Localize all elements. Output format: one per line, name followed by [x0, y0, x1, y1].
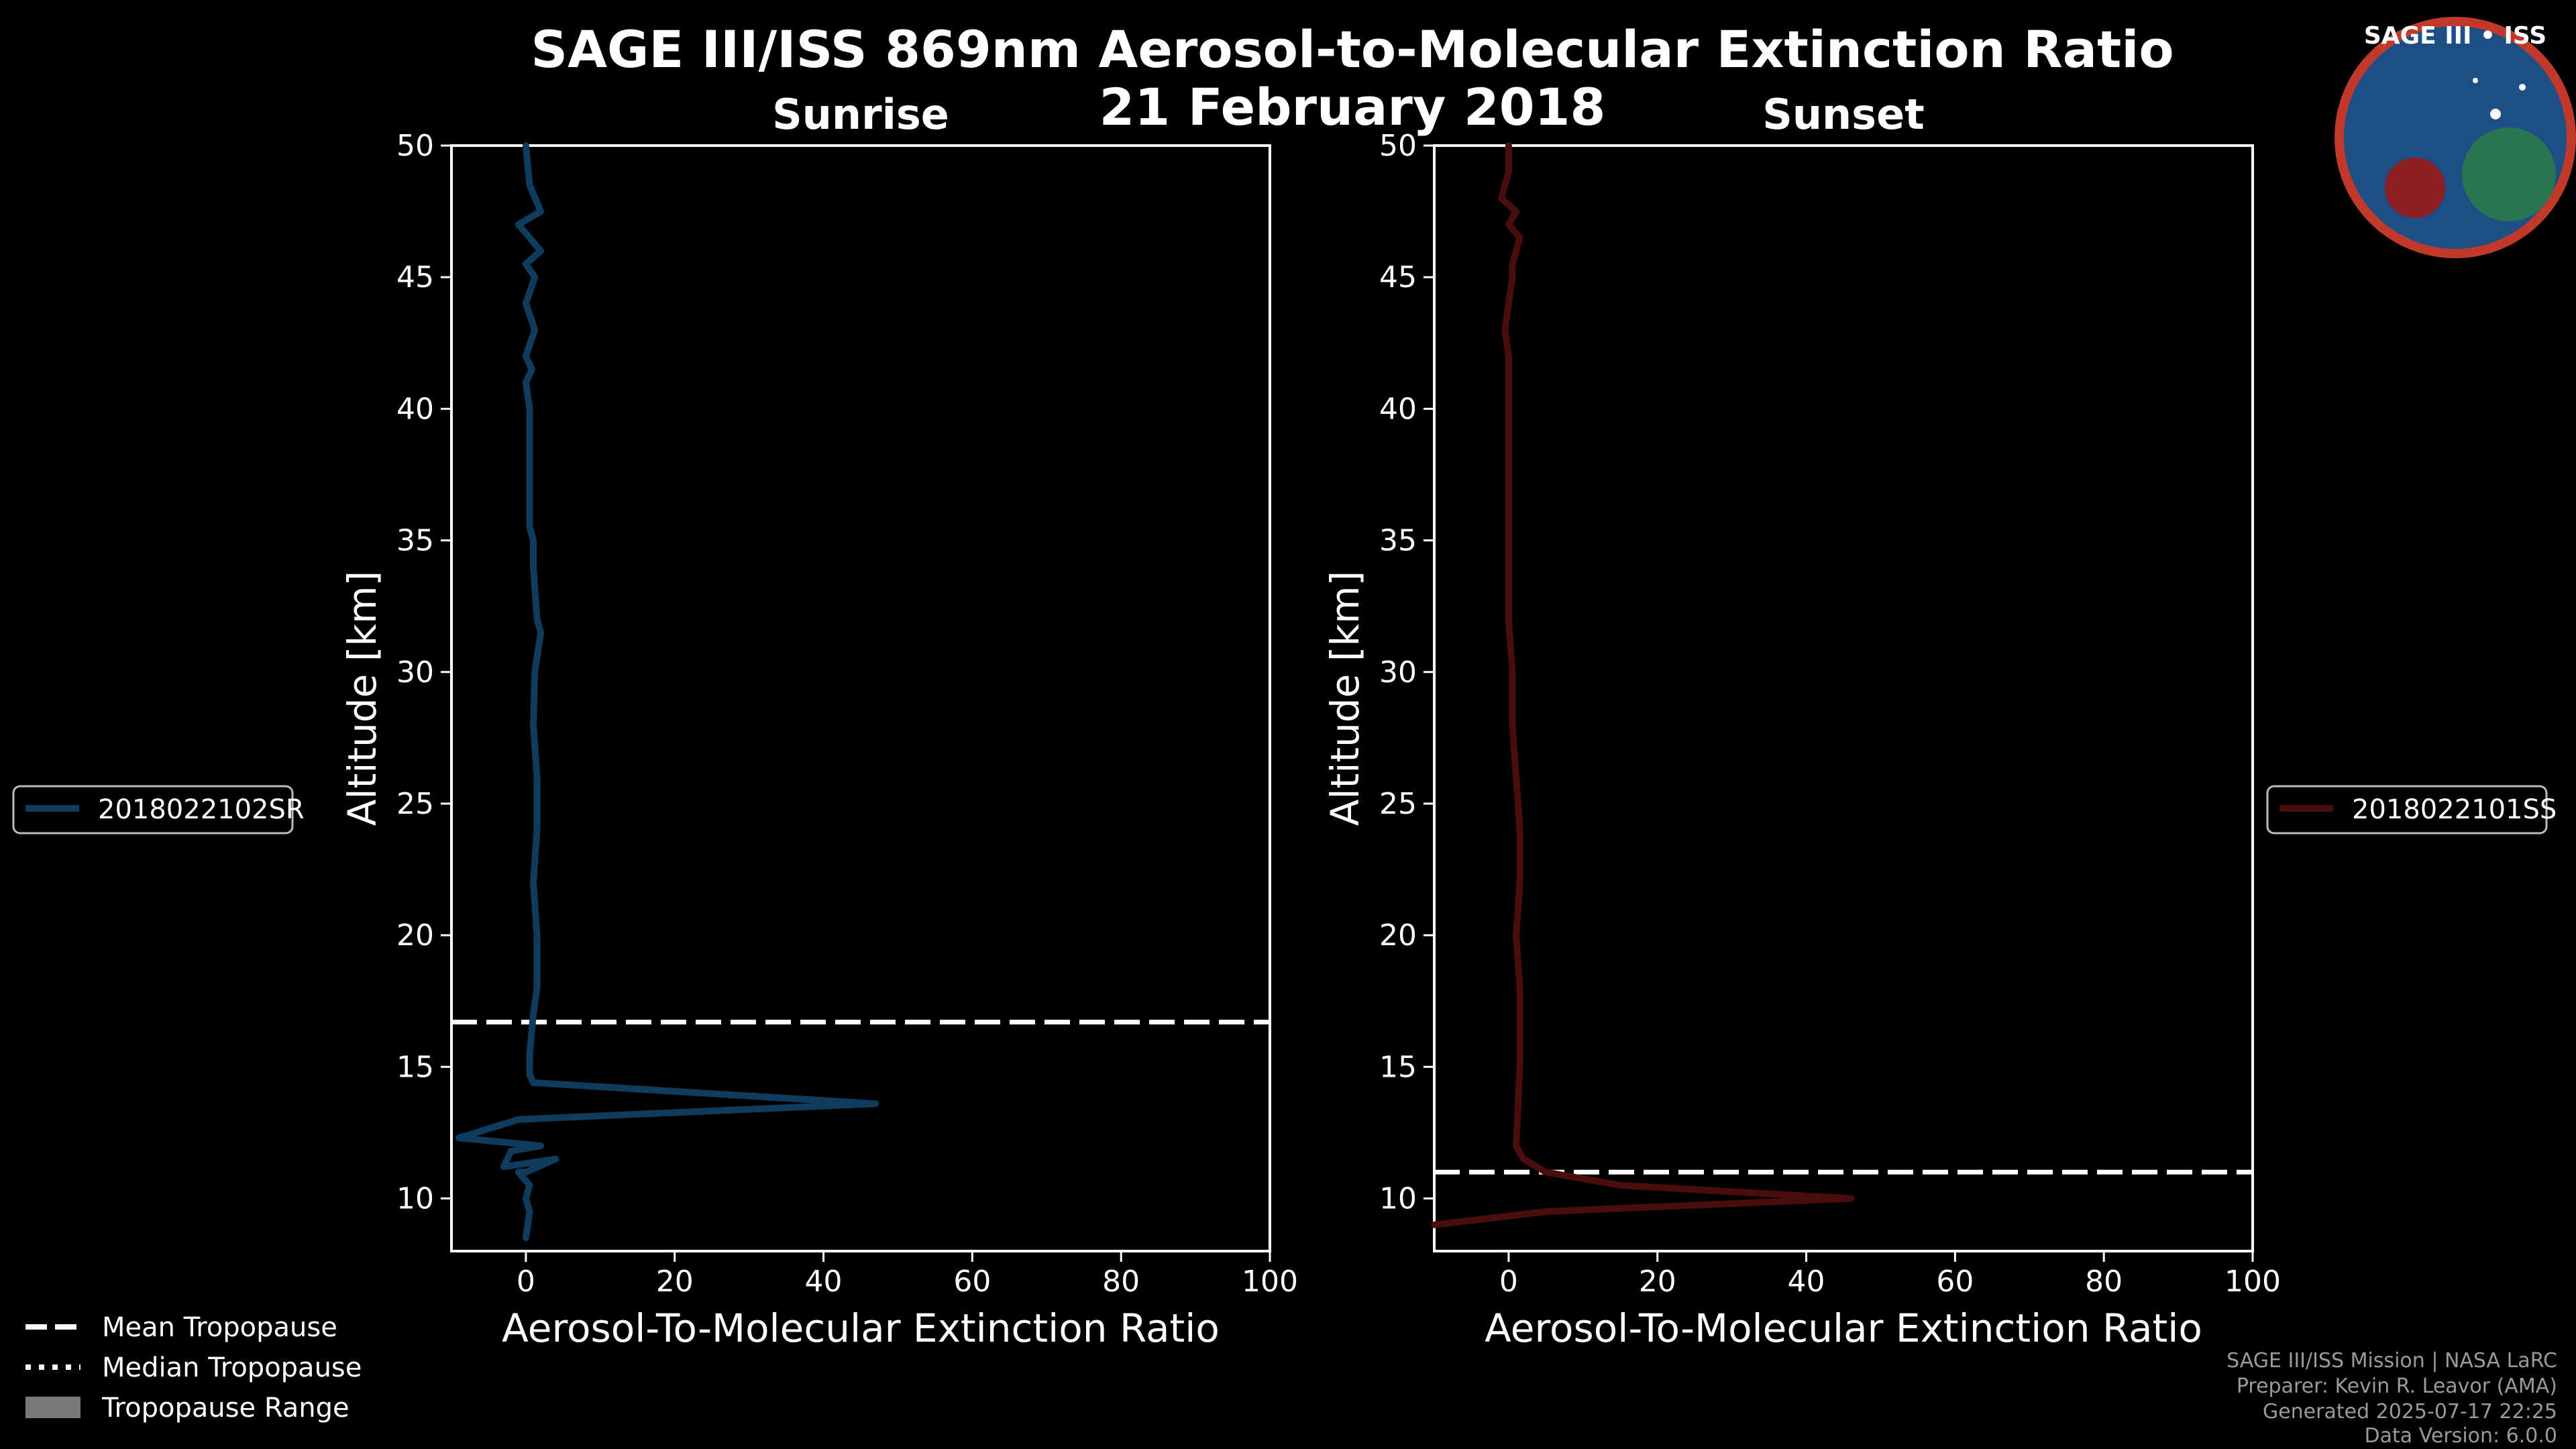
footer-preparer: Preparer: Kevin R. Leavor (AMA) [2237, 1375, 2557, 1398]
sunrise-y-tick-label: 10 [396, 1182, 434, 1216]
sage-logo: SAGE III • ISS [2334, 17, 2576, 258]
tropopause-range-swatch [25, 1397, 80, 1418]
sunset-legend: 2018022101SS [2266, 785, 2557, 835]
sunset-y-tick-label: 35 [1379, 524, 1417, 558]
sunset-y-tick-label: 40 [1379, 392, 1417, 426]
sunset-y-tick-label: 15 [1379, 1050, 1417, 1084]
sunset-x-tick-label: 0 [1499, 1265, 1518, 1299]
sunrise-x-tick-label: 20 [656, 1265, 694, 1299]
sunrise-x-ticks: 0 20 40 60 80 100 [517, 1251, 1298, 1299]
sunrise-x-tick-label: 0 [517, 1265, 535, 1299]
figure-title: SAGE III/ISS 869nm Aerosol-to-Molecular … [531, 19, 2174, 79]
sunset-x-axis-label: Aerosol-To-Molecular Extinction Ratio [1485, 1305, 2202, 1351]
footer-mission: SAGE III/ISS Mission | NASA LaRC [2226, 1349, 2557, 1373]
sunset-x-tick-label: 20 [1639, 1265, 1676, 1299]
sunrise-y-tick-label: 25 [396, 787, 434, 821]
sunset-x-tick-label: 60 [1936, 1265, 1974, 1299]
sunset-legend-box [2266, 785, 2548, 835]
sunset-x-ticks: 0 20 40 60 80 100 [1499, 1251, 2281, 1299]
sunset-y-tick-label: 10 [1379, 1182, 1417, 1216]
sunset-plot-frame [1433, 144, 2254, 1252]
sunrise-y-tick-label: 15 [396, 1050, 434, 1084]
sunrise-y-axis-label: Altitude [km] [339, 571, 385, 826]
footer-credits: SAGE III/ISS Mission | NASA LaRC Prepare… [2226, 1349, 2557, 1448]
sunset-y-ticks: 10 15 20 25 30 35 40 45 50 [1379, 129, 1434, 1216]
sunset-y-tick-label: 20 [1379, 918, 1417, 953]
sunset-legend-label: 2018022101SS [2352, 794, 2557, 825]
sunrise-y-ticks: 10 15 20 25 30 35 40 45 50 [396, 129, 451, 1216]
sunrise-x-tick-label: 40 [805, 1265, 843, 1299]
footer-generated: Generated 2025-07-17 22:25 [2263, 1400, 2557, 1424]
sunrise-x-tick-label: 80 [1102, 1265, 1140, 1299]
sunrise-plot-frame [450, 144, 1271, 1252]
logo-text: SAGE III • ISS [2364, 22, 2546, 50]
sunrise-legend: 2018022102SR [12, 785, 305, 835]
figure-date: 21 February 2018 [1099, 77, 1606, 137]
sunrise-y-tick-label: 20 [396, 918, 434, 953]
sunrise-y-tick-label: 30 [396, 655, 434, 690]
footer-data-version: Data Version: 6.0.0 [2365, 1424, 2557, 1448]
sunrise-profile-line [455, 142, 879, 1242]
sunrise-x-tick-label: 100 [1242, 1265, 1298, 1299]
sunset-y-tick-label: 30 [1379, 655, 1417, 690]
sunset-profile-line [1431, 142, 1855, 1228]
sunset-panel: Sunset 10 15 20 25 30 35 40 45 50 0 20 40 60 80 100 A… [1322, 90, 2281, 1351]
sunrise-x-tick-label: 60 [953, 1265, 991, 1299]
sunrise-x-axis-label: Aerosol-To-Molecular Extinction Ratio [502, 1305, 1220, 1351]
sunset-y-tick-label: 25 [1379, 787, 1417, 821]
sunrise-y-tick-label: 45 [396, 260, 434, 294]
sunrise-legend-label: 2018022102SR [98, 794, 305, 825]
sunrise-y-tick-label: 40 [396, 392, 434, 426]
sunrise-legend-box [12, 785, 294, 835]
tropopause-legend: Mean Tropopause Median Tropopause Tropop… [25, 1312, 362, 1424]
sunset-x-tick-label: 80 [2085, 1265, 2123, 1299]
median-tropopause-label: Median Tropopause [102, 1352, 362, 1383]
sunset-x-tick-label: 100 [2224, 1265, 2281, 1299]
sunset-x-tick-label: 40 [1788, 1265, 1825, 1299]
sunset-y-tick-label: 50 [1379, 129, 1417, 163]
sunset-y-axis-label: Altitude [km] [1322, 571, 1368, 826]
sunrise-y-tick-label: 50 [396, 129, 434, 163]
sunrise-y-tick-label: 35 [396, 524, 434, 558]
tropopause-range-label: Tropopause Range [101, 1393, 350, 1424]
sunset-panel-title: Sunset [1762, 90, 1925, 139]
sunrise-panel-title: Sunrise [772, 90, 949, 139]
sunset-y-tick-label: 45 [1379, 260, 1417, 294]
mean-tropopause-label: Mean Tropopause [102, 1312, 337, 1343]
